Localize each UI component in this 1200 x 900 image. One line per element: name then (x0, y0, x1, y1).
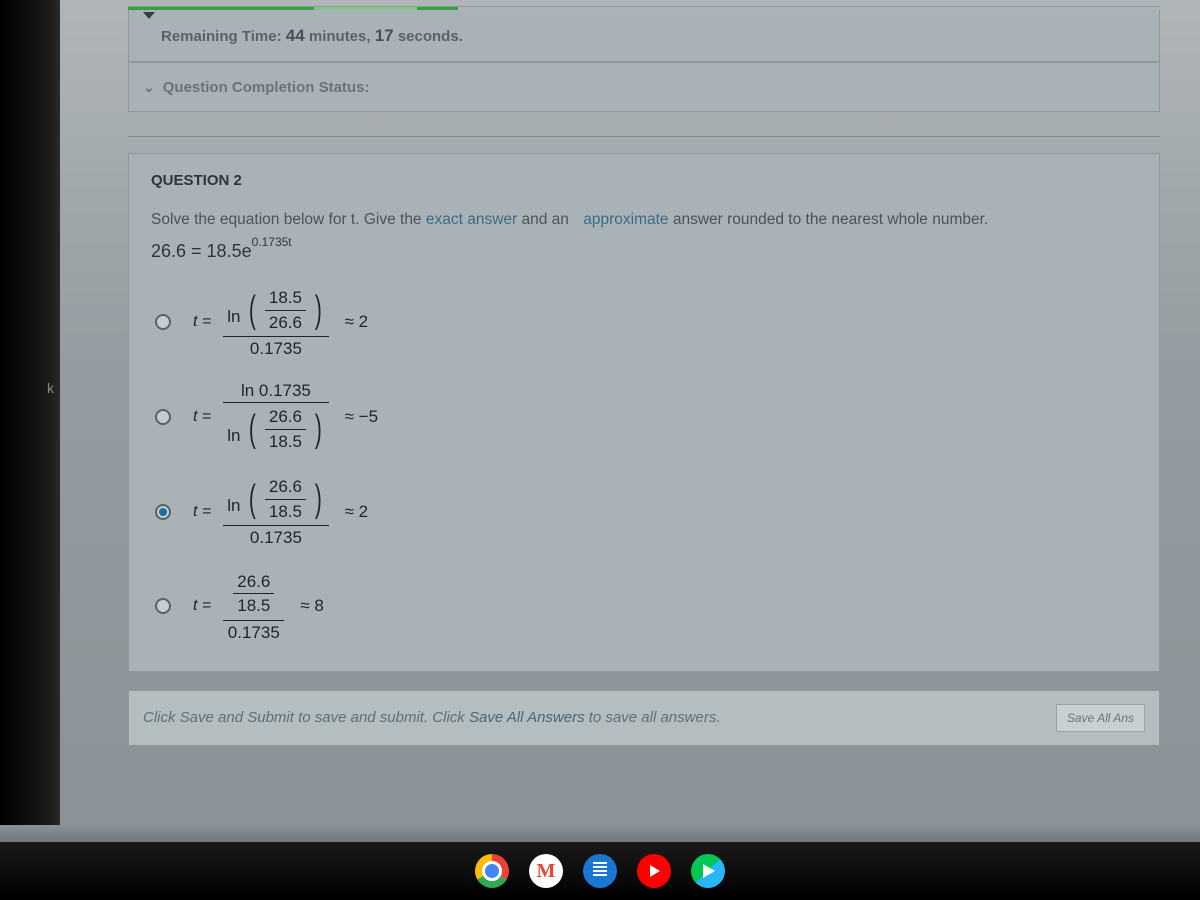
gmail-icon[interactable]: M (529, 854, 563, 888)
prompt-pre: Solve the equation below for t. Give the (151, 211, 426, 228)
answer-option-4[interactable]: t =26.618.50.1735≈ 8 (155, 568, 1139, 645)
prompt-exact: exact answer (426, 211, 517, 228)
save-all-answers-button[interactable]: Save All Ans (1056, 704, 1145, 732)
radio-button[interactable] (155, 598, 171, 614)
footer-post: to save all answers. (585, 709, 721, 726)
prompt-mid: and an (517, 211, 573, 228)
footer-pre: Click Save and Submit to save and submit… (143, 709, 469, 726)
completion-status-label: Question Completion Status: (163, 79, 370, 96)
radio-button[interactable] (155, 409, 171, 425)
monitor-bezel (0, 0, 60, 860)
timer-minutes-label: minutes, (309, 28, 371, 45)
footer-instructions: Click Save and Submit to save and submit… (143, 709, 721, 726)
answer-options-group: t = ln ( 18.526.6 ) 0.1735≈ 2 t =ln 0.17… (151, 284, 1139, 645)
chrome-icon[interactable] (475, 854, 509, 888)
footer-save-all-phrase: Save All Answers (469, 709, 585, 726)
timer-seconds-label: seconds. (398, 28, 463, 45)
question-number-title: QUESTION 2 (151, 172, 1139, 189)
remaining-time-text: Remaining Time: 44 minutes, 17 seconds. (161, 26, 463, 46)
answer-option-2[interactable]: t =ln 0.1735 ln ( 26.618.5 ) ≈ −5 (155, 379, 1139, 456)
youtube-icon[interactable] (637, 854, 671, 888)
timer-minutes: 44 (286, 26, 305, 45)
answer-option-3[interactable]: t = ln ( 26.618.5 ) 0.1735≈ 2 (155, 473, 1139, 550)
footer-panel: Click Save and Submit to save and submit… (128, 690, 1160, 746)
equation-display: 26.6 = 18.5e0.1735t (151, 239, 1139, 262)
play-store-icon[interactable] (691, 854, 725, 888)
timer-seconds: 17 (375, 26, 394, 45)
prompt-approx: approximate (583, 211, 668, 228)
answer-option-1[interactable]: t = ln ( 18.526.6 ) 0.1735≈ 2 (155, 284, 1139, 361)
divider (128, 136, 1160, 137)
browser-viewport: Remaining Time: 44 minutes, 17 seconds. … (60, 0, 1200, 825)
option-math-expression: t =ln 0.1735 ln ( 26.618.5 ) ≈ −5 (193, 379, 378, 456)
radio-button[interactable] (155, 504, 171, 520)
question-panel: QUESTION 2 Solve the equation below for … (128, 153, 1160, 672)
caret-down-icon (143, 12, 155, 19)
equation-lhs: 26.6 = 18.5e (151, 241, 252, 261)
radio-button[interactable] (155, 314, 171, 330)
prompt-post: answer rounded to the nearest whole numb… (669, 211, 989, 228)
option-math-expression: t = ln ( 26.618.5 ) 0.1735≈ 2 (193, 473, 368, 550)
status-collapse-toggle[interactable]: ⌄ (143, 79, 155, 96)
taskbar: M (0, 842, 1200, 900)
option-math-expression: t =26.618.50.1735≈ 8 (193, 568, 324, 645)
docs-icon[interactable] (583, 854, 617, 888)
question-prompt: Solve the equation below for t. Give the… (151, 211, 1139, 229)
completion-status-panel: ⌄ Question Completion Status: (128, 62, 1160, 112)
timer-collapse-toggle[interactable] (143, 10, 161, 61)
desk-edge (0, 825, 1200, 842)
option-math-expression: t = ln ( 18.526.6 ) 0.1735≈ 2 (193, 284, 368, 361)
timer-panel: Remaining Time: 44 minutes, 17 seconds. (128, 10, 1160, 62)
equation-exponent: 0.1735t (252, 235, 292, 249)
timer-prefix: Remaining Time: (161, 28, 282, 45)
